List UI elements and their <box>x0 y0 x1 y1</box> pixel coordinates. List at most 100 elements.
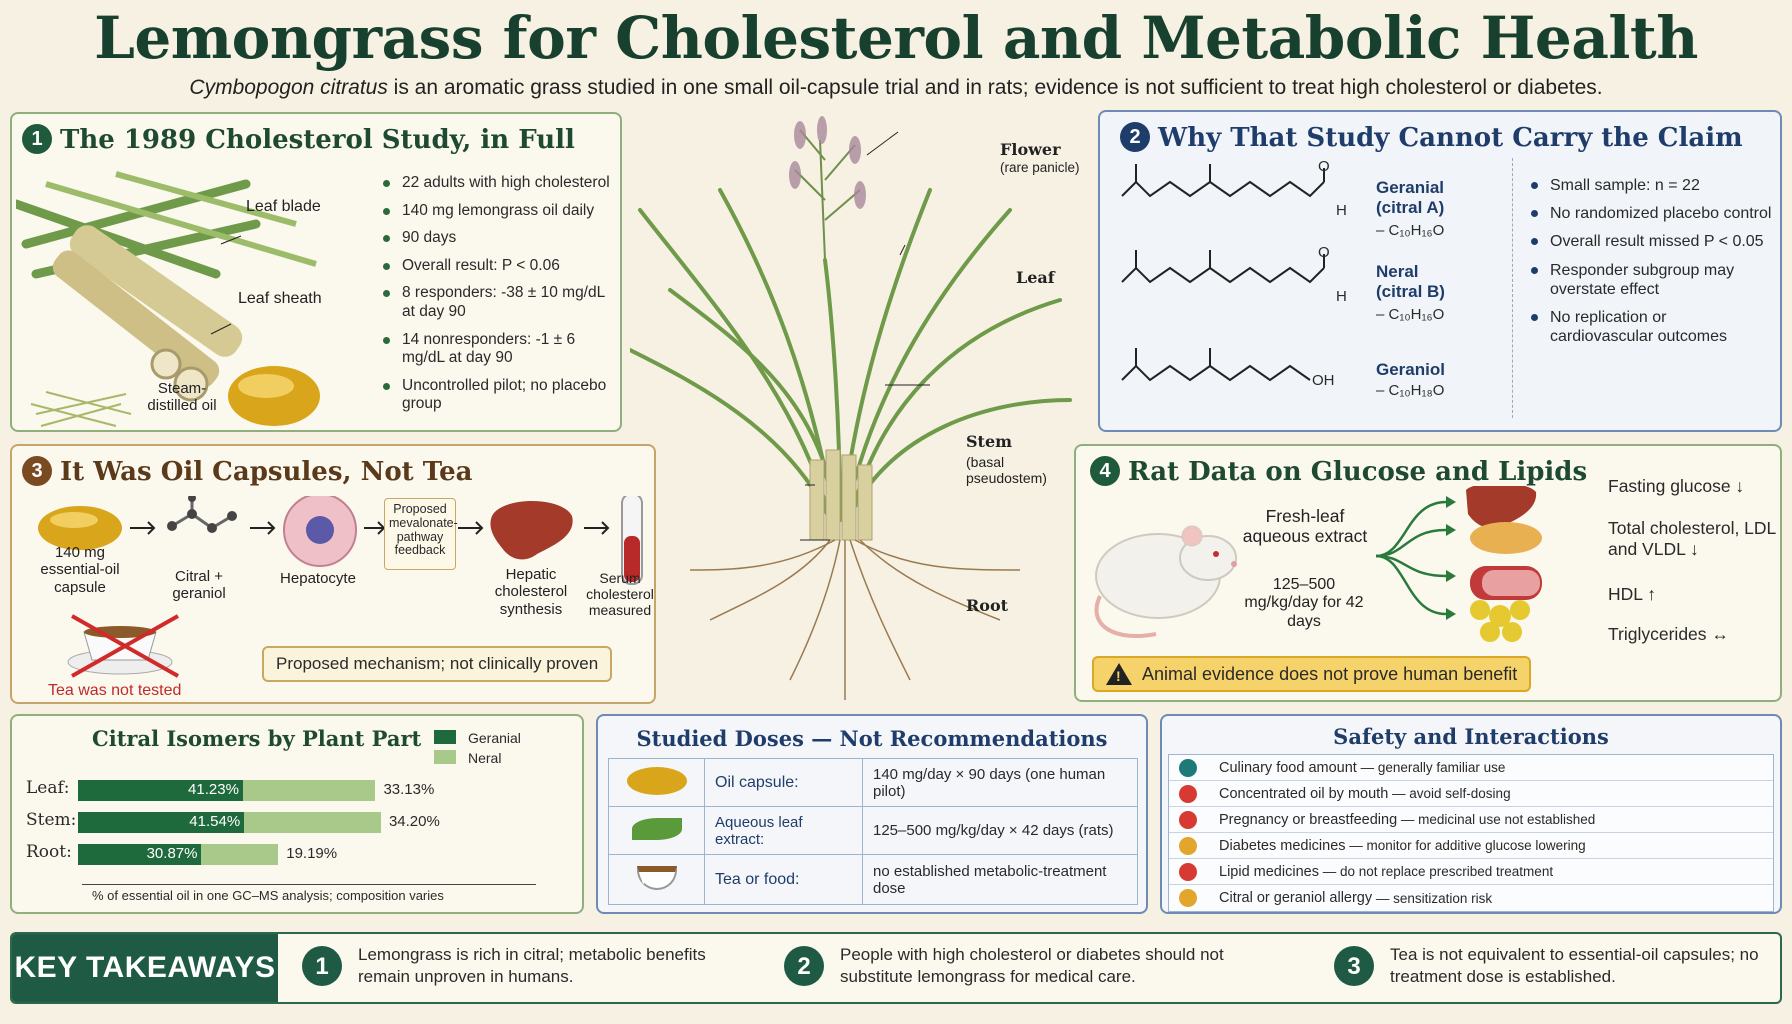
safety-item: Lipid medicines <box>1219 863 1319 880</box>
panel-citral-chart: Citral Isomers by Plant Part Geranial Ne… <box>10 714 584 914</box>
study-detail: 90 days <box>380 229 620 248</box>
label-root: Root <box>966 596 1009 615</box>
takeaway-number: 2 <box>784 946 824 987</box>
safety-list: Culinary food amount — generally familia… <box>1168 754 1774 912</box>
panel-safety: Safety and Interactions Culinary food am… <box>1160 714 1782 914</box>
panel-3-title: 3 It Was Oil Capsules, Not Tea <box>22 456 473 487</box>
study-detail: 22 adults with high cholesterol <box>380 174 620 193</box>
safety-item: Citral or geraniol allergy <box>1219 890 1373 906</box>
bar-geranial <box>78 780 243 801</box>
safety-note: — generally familiar use <box>1356 760 1506 775</box>
label-leaf-sheath: Leaf sheath <box>238 290 322 307</box>
legend-label: Geranial <box>468 730 521 746</box>
safety-row: Lipid medicines — do not replace prescri… <box>1169 859 1773 885</box>
subtitle-text: is an aromatic grass studied in one smal… <box>387 76 1603 99</box>
safety-row: Pregnancy or breastfeeding — medicinal u… <box>1169 807 1773 833</box>
status-dot-icon <box>1179 758 1197 777</box>
data-label: 33.13% <box>383 781 435 798</box>
data-label: 19.19% <box>286 845 338 862</box>
tea-cup-icon <box>608 854 705 905</box>
limitation: Small sample: n = 22 <box>1528 176 1774 195</box>
legend-label: Neral <box>468 750 502 766</box>
status-dot-icon <box>1179 836 1197 855</box>
panel-oil-not-tea: 3 It Was Oil Capsules, Not Tea Proposed m… <box>10 444 656 704</box>
panel-3-number: 3 <box>22 456 52 486</box>
data-label: 41.23% <box>188 781 239 798</box>
dose-row: Oil capsule: 140 mg/day × 90 days (one h… <box>608 758 1138 807</box>
study-detail: Uncontrolled pilot; no placebo group <box>380 377 620 414</box>
label-steam-distilled-oil: Steam-distilled oil <box>147 380 217 415</box>
bar-geranial <box>78 844 202 865</box>
mechanism-feedback-box: Proposed mevalonate-pathway feedback <box>384 498 458 570</box>
key-takeaways-label: KEY TAKEAWAYS <box>12 934 278 1002</box>
dose-label: 125–500 mg/kg/day for 42 days <box>1244 576 1364 630</box>
safety-item: Pregnancy or breastfeeding <box>1219 811 1398 828</box>
lemongrass-plant-illustration <box>630 116 1072 700</box>
atom-o: O <box>1318 244 1330 261</box>
molecule-name: Geraniol <box>1376 360 1445 379</box>
rat-illustration <box>1094 525 1237 639</box>
outcome: Total cholesterol, LDL and VLDL ↓ <box>1608 518 1776 559</box>
atom-h: H <box>1336 202 1347 219</box>
warning-icon <box>1106 663 1132 685</box>
chart-footnote: % of essential oil in one GC–MS analysis… <box>92 888 444 903</box>
molecule-formula: – C₁₀H₁₈O <box>1376 382 1445 399</box>
category-label: Stem: <box>26 810 77 830</box>
dose-row: Aqueous leaf extract: 125–500 mg/kg/day … <box>608 806 1138 855</box>
panel-1-title-text: The 1989 Cholesterol Study, in Full <box>60 125 575 155</box>
label-leaf-blade: Leaf blade <box>246 198 321 215</box>
panel-1989-study: 1 The 1989 Cholesterol Study, in Full Lea… <box>10 112 622 432</box>
species-name: Cymbopogon citratus <box>189 76 388 99</box>
molecule-name: Neral (citral B) <box>1376 262 1445 302</box>
leaf-icon <box>608 806 705 855</box>
mechanism-disclaimer: Proposed mechanism; not clinically prove… <box>262 646 613 682</box>
limitation: Responder subgroup may overstate effect <box>1528 261 1774 299</box>
takeaway-item: 2 People with high cholesterol or diabete… <box>784 944 1254 988</box>
panel-1-number: 1 <box>22 124 52 154</box>
status-dot-icon <box>1179 889 1197 907</box>
label-flower: Flower <box>1000 140 1061 159</box>
takeaway-text: People with high cholesterol or diabetes… <box>840 945 1224 987</box>
takeaway-text: Lemongrass is rich in citral; metabolic … <box>358 945 706 987</box>
safety-title: Safety and Interactions <box>1333 724 1609 749</box>
divider <box>1512 158 1513 418</box>
panel-study-limitations: 2 Why That Study Cannot Carry the Claim O… <box>1098 110 1782 432</box>
panel-studied-doses: Studied Doses — Not Recommendations Oil … <box>596 714 1148 914</box>
panel-4-title-text: Rat Data on Glucose and Lipids <box>1128 457 1588 487</box>
status-dot-icon <box>1179 784 1197 803</box>
legend-swatch-geranial <box>434 730 456 744</box>
panel-2-title: 2 Why That Study Cannot Carry the Claim <box>1120 122 1743 153</box>
safety-row: Culinary food amount — generally familia… <box>1169 755 1773 781</box>
doses-table: Oil capsule: 140 mg/day × 90 days (one h… <box>608 758 1138 905</box>
panel-4-number: 4 <box>1090 456 1120 486</box>
panel-2-title-text: Why That Study Cannot Carry the Claim <box>1158 123 1743 153</box>
atom-o: O <box>1318 158 1330 175</box>
molecule-name: Geranial (citral A) <box>1376 178 1445 218</box>
dose-row: Tea or food: no established metabolic-tr… <box>608 854 1138 905</box>
safety-item: Culinary food amount <box>1219 759 1357 776</box>
dose-value: 125–500 mg/kg/day × 42 days (rats) <box>862 806 1138 855</box>
safety-row: Diabetes medicines — monitor for additiv… <box>1169 833 1773 859</box>
outcome: HDL ↑ <box>1608 584 1656 604</box>
outcome-arrows <box>1376 486 1542 642</box>
bar-neral <box>242 780 376 801</box>
capsule-icon <box>608 758 705 807</box>
safety-row: Citral or geraniol allergy — sensitizati… <box>1169 885 1773 911</box>
takeaway-item: 3 Tea is not equivalent to essential-oil … <box>1334 944 1774 988</box>
limitation: No randomized placebo control <box>1528 204 1774 223</box>
takeaway-number: 3 <box>1334 946 1374 987</box>
flow-step: Hepatic cholesterol synthesis <box>494 566 568 618</box>
panel-3-title-text: It Was Oil Capsules, Not Tea <box>60 457 473 487</box>
category-label: Root: <box>26 842 72 862</box>
chart-axis <box>82 884 536 885</box>
status-dot-icon <box>1179 862 1197 881</box>
lemongrass-stalks-illustration <box>16 171 320 427</box>
flow-step: Hepatocyte <box>280 570 356 587</box>
page-title: Lemongrass for Cholesterol and Metabolic… <box>94 4 1698 72</box>
study-details-list: 22 adults with high cholesterol 140 mg l… <box>380 174 620 423</box>
chart-title: Citral Isomers by Plant Part <box>92 726 422 751</box>
chart-bars: Leaf: 41.23% 33.13% Stem: 41.54% 34.20% Root: 3… <box>12 716 582 912</box>
label-leaf: Leaf <box>1016 268 1055 287</box>
safety-item: Concentrated oil by mouth <box>1219 785 1389 802</box>
dose-label: Tea or food: <box>704 854 863 905</box>
